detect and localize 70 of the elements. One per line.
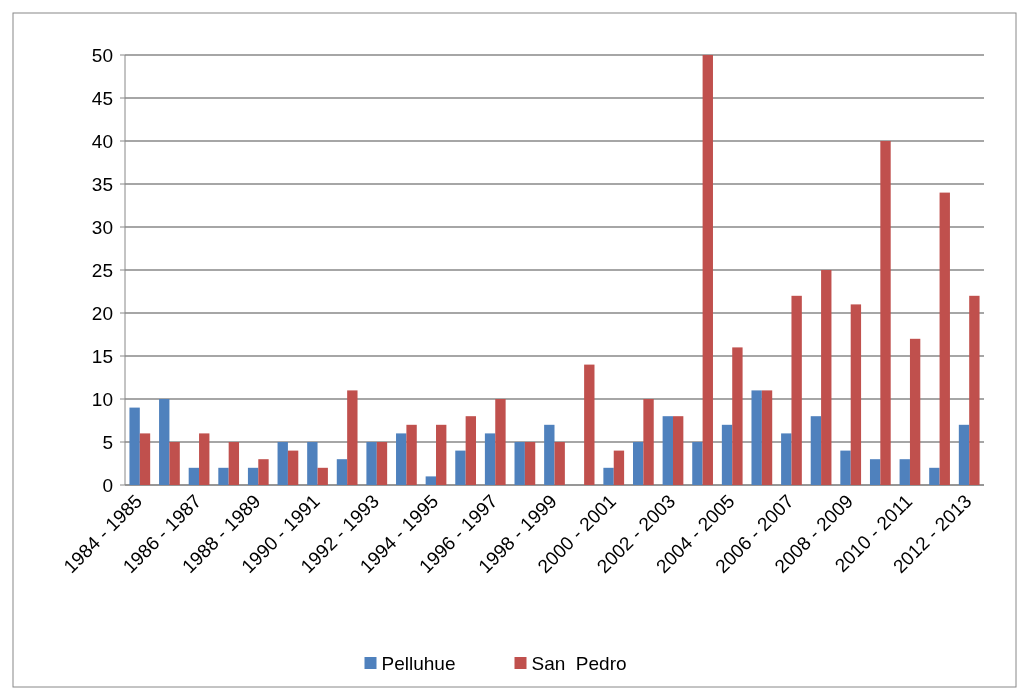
bar: [199, 433, 210, 485]
bar: [544, 424, 555, 485]
bar: [366, 442, 377, 485]
y-tick-label: 35: [91, 173, 113, 195]
bar: [732, 347, 743, 485]
bar: [277, 442, 288, 485]
bar: [633, 442, 644, 485]
bar: [662, 416, 673, 485]
bar: [287, 450, 299, 485]
bar: [307, 442, 318, 485]
bar: [791, 295, 802, 485]
y-tick-label: 40: [91, 130, 113, 152]
bar: [821, 270, 832, 485]
bar: [584, 364, 595, 485]
bar: [721, 424, 733, 485]
bar: [643, 399, 654, 485]
bar: [317, 467, 328, 485]
y-tick-label: 15: [91, 345, 113, 367]
bar: [484, 433, 496, 485]
bar: [880, 141, 891, 485]
bar: [514, 442, 525, 485]
bar: [218, 467, 229, 485]
bar: [159, 399, 170, 485]
bar: [840, 450, 851, 485]
bar: [376, 442, 388, 485]
bar: [603, 467, 614, 485]
bar: [188, 467, 200, 485]
bar: [761, 390, 773, 485]
y-tick-label: 0: [102, 474, 113, 496]
y-tick-label: 10: [91, 388, 113, 410]
bar: [702, 55, 713, 485]
bar: [692, 442, 703, 485]
y-tick-label: 30: [91, 216, 113, 238]
bar: [495, 399, 506, 485]
legend-label: Pelluhue: [381, 652, 456, 674]
y-tick-label: 50: [91, 44, 113, 66]
y-tick-label: 45: [91, 87, 113, 109]
bar: [810, 416, 822, 485]
bar: [258, 459, 269, 485]
bar: [899, 459, 910, 485]
legend-label: San Pedro: [531, 652, 627, 674]
bar: [247, 467, 259, 485]
bar: [869, 459, 881, 485]
bar: [613, 450, 625, 485]
bar: [958, 424, 970, 485]
bar: [929, 467, 940, 485]
bar: [939, 192, 950, 485]
bar: [396, 433, 407, 485]
y-tick-label: 25: [91, 259, 113, 281]
bar: [554, 442, 565, 485]
bar: [850, 304, 862, 485]
bar: [347, 390, 358, 485]
y-tick-label: 5: [102, 431, 113, 453]
bar: [129, 407, 140, 485]
y-tick-label: 20: [91, 302, 113, 324]
bar: [139, 433, 151, 485]
bar: [524, 442, 536, 485]
bar: [781, 433, 792, 485]
bar: [455, 450, 466, 485]
bar: [406, 424, 417, 485]
bar: [425, 476, 437, 485]
bar: [436, 424, 447, 485]
bar: [228, 442, 240, 485]
bar: [169, 442, 180, 485]
bar: [909, 338, 921, 485]
bar: [751, 390, 762, 485]
bar: [336, 459, 348, 485]
bar: [672, 416, 684, 485]
bar: [969, 295, 980, 485]
bar: [465, 416, 477, 485]
